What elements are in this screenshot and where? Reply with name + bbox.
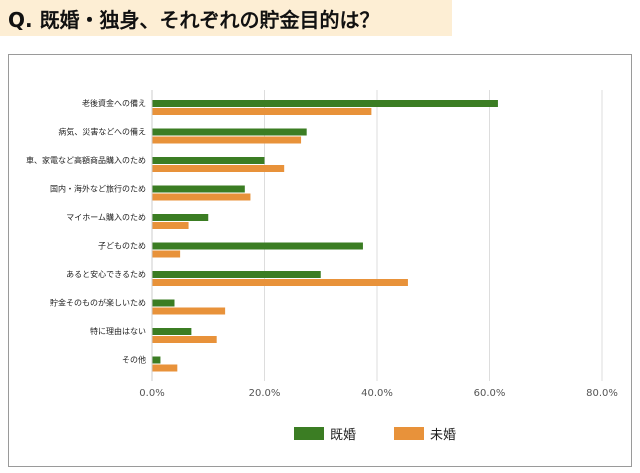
x-tick-label: 0.0%: [139, 388, 164, 399]
bar-single: [152, 165, 285, 172]
bar-single: [152, 364, 178, 372]
bar-married: [152, 356, 161, 364]
legend-swatch: [294, 427, 324, 440]
bar-married: [152, 242, 363, 250]
category-label: あると安心できるため: [66, 269, 146, 279]
category-label: 老後資金への備え: [82, 98, 146, 108]
bar-married: [152, 299, 175, 307]
bar-single: [152, 108, 372, 115]
bar-married: [152, 214, 209, 221]
legend-label: 未婚: [430, 428, 456, 443]
bar-single: [152, 136, 302, 144]
category-label: その他: [122, 355, 146, 365]
category-label: 国内・海外など旅行のため: [50, 184, 146, 194]
bar-married: [152, 128, 307, 136]
bar-married: [152, 328, 192, 335]
x-tick-label: 60.0%: [474, 388, 506, 399]
bar-single: [152, 336, 217, 343]
bar-chart: 0.0% 20.0% 40.0% 60.0% 80.0% 老後資金への備え病気、災害などへ…: [26, 90, 618, 443]
x-tick-label: 40.0%: [361, 388, 393, 399]
bar-married: [152, 185, 245, 193]
category-label: 車、家電など高額商品購入のため: [26, 155, 146, 165]
category-label: マイホーム購入のため: [66, 212, 146, 222]
bar-single: [152, 250, 181, 258]
legend-label: 既婚: [330, 428, 356, 443]
bar-single: [152, 222, 189, 229]
bar-married: [152, 100, 498, 107]
category-label: 病気、災害などへの備え: [58, 127, 146, 137]
x-tick-label: 80.0%: [586, 388, 618, 399]
legend-swatch: [394, 427, 424, 440]
bar-single: [152, 193, 251, 201]
category-label: 貯金そのものが楽しいため: [50, 298, 146, 308]
page-title: Q. 既婚・独身、それぞれの貯金目的は？: [8, 8, 380, 32]
bar-married: [152, 271, 321, 278]
x-tick-label: 20.0%: [249, 388, 281, 399]
bar-single: [152, 307, 226, 315]
category-label: 子どものため: [98, 242, 146, 251]
title-band: [0, 0, 452, 36]
bar-single: [152, 279, 408, 286]
bar-married: [152, 157, 265, 164]
category-label: 特に理由はない: [90, 326, 146, 336]
chart-frame: 0.0% 20.0% 40.0% 60.0% 80.0% 老後資金への備え病気、災害などへ…: [8, 54, 632, 467]
